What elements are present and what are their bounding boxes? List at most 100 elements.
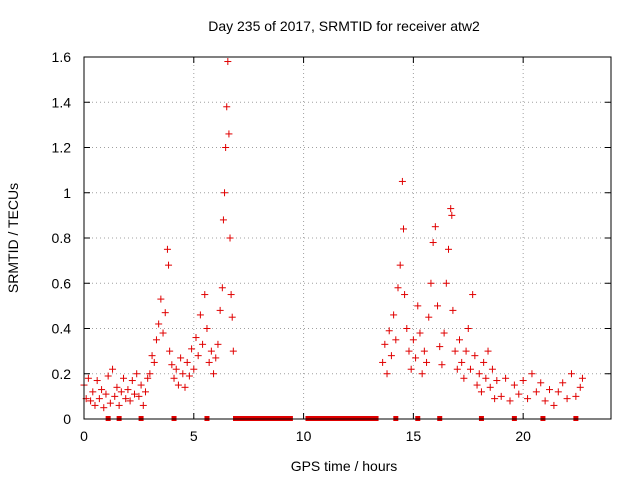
data-point xyxy=(159,329,167,337)
x-tick-label: 15 xyxy=(406,428,422,444)
data-point xyxy=(223,103,231,111)
data-point xyxy=(403,325,411,332)
data-point xyxy=(458,358,466,366)
data-point xyxy=(482,374,490,382)
data-point xyxy=(102,390,110,398)
data-point xyxy=(179,370,187,378)
data-point xyxy=(227,291,235,299)
data-point xyxy=(493,377,501,385)
data-point xyxy=(390,311,398,319)
data-point xyxy=(166,347,174,355)
data-point xyxy=(226,234,234,242)
data-point xyxy=(117,388,125,396)
data-point xyxy=(139,401,147,409)
data-point xyxy=(381,340,389,348)
data-point xyxy=(207,347,215,355)
data-point xyxy=(111,392,119,400)
y-tick-label: 1.2 xyxy=(52,140,72,156)
x-tick-label: 5 xyxy=(190,428,198,444)
data-point xyxy=(113,383,121,391)
data-point xyxy=(104,372,112,380)
data-point xyxy=(89,388,97,396)
data-point xyxy=(150,358,158,366)
data-point xyxy=(460,374,468,382)
data-point xyxy=(84,374,92,382)
data-point xyxy=(480,358,488,366)
data-point xyxy=(396,261,404,269)
data-point xyxy=(425,313,433,321)
data-point xyxy=(524,395,532,403)
data-points xyxy=(80,58,586,421)
data-point xyxy=(578,374,586,382)
data-point xyxy=(100,404,108,412)
data-point xyxy=(219,216,227,224)
data-point xyxy=(201,291,209,299)
data-point xyxy=(506,397,514,405)
data-point xyxy=(429,239,437,247)
data-point xyxy=(537,379,545,387)
data-point xyxy=(532,388,540,396)
data-point xyxy=(448,211,456,219)
data-point xyxy=(409,336,417,344)
data-point xyxy=(563,395,571,403)
data-point xyxy=(91,401,99,409)
data-point xyxy=(216,306,224,314)
data-point xyxy=(172,365,180,373)
data-point xyxy=(436,343,444,351)
data-point xyxy=(434,302,442,310)
data-point xyxy=(109,365,117,373)
data-point xyxy=(541,397,549,405)
data-point xyxy=(228,313,236,321)
y-tick-label: 0 xyxy=(63,411,71,427)
data-point xyxy=(168,361,176,369)
data-point xyxy=(440,329,448,337)
data-point xyxy=(163,245,171,253)
data-point xyxy=(462,347,470,355)
data-point xyxy=(399,225,407,233)
data-point xyxy=(203,325,211,332)
data-point xyxy=(205,358,213,366)
data-point xyxy=(133,370,141,378)
data-point xyxy=(423,358,431,366)
data-point xyxy=(387,352,395,360)
data-point xyxy=(148,352,156,360)
data-point xyxy=(546,386,554,394)
data-point xyxy=(576,383,584,391)
data-point xyxy=(455,336,463,344)
data-point xyxy=(510,381,518,389)
data-point xyxy=(394,284,402,292)
data-point xyxy=(152,336,160,344)
data-point xyxy=(174,381,182,389)
data-point xyxy=(141,388,149,396)
data-point xyxy=(87,397,95,405)
data-point xyxy=(445,245,453,253)
data-point xyxy=(488,365,496,373)
data-point xyxy=(135,392,143,400)
data-point xyxy=(106,399,114,407)
data-point xyxy=(157,295,165,303)
data-point xyxy=(438,361,446,369)
data-point xyxy=(212,354,220,362)
data-point xyxy=(385,327,393,335)
data-point xyxy=(170,374,178,382)
data-point xyxy=(120,374,128,382)
x-tick-label: 0 xyxy=(80,428,88,444)
data-point xyxy=(491,395,499,403)
data-point xyxy=(155,320,163,328)
data-point xyxy=(442,279,450,287)
data-point xyxy=(486,383,494,391)
data-point xyxy=(214,340,222,348)
data-point xyxy=(466,365,474,373)
data-point xyxy=(497,392,505,400)
data-point xyxy=(398,177,406,185)
data-point xyxy=(183,358,191,366)
data-point xyxy=(199,340,207,348)
x-tick-label: 20 xyxy=(515,428,531,444)
y-tick-label: 1 xyxy=(63,185,71,201)
data-point xyxy=(392,336,400,344)
data-point xyxy=(122,395,130,403)
data-point xyxy=(405,347,413,355)
data-point xyxy=(484,347,492,355)
data-point xyxy=(115,401,123,409)
y-tick-label: 0.2 xyxy=(52,366,72,382)
